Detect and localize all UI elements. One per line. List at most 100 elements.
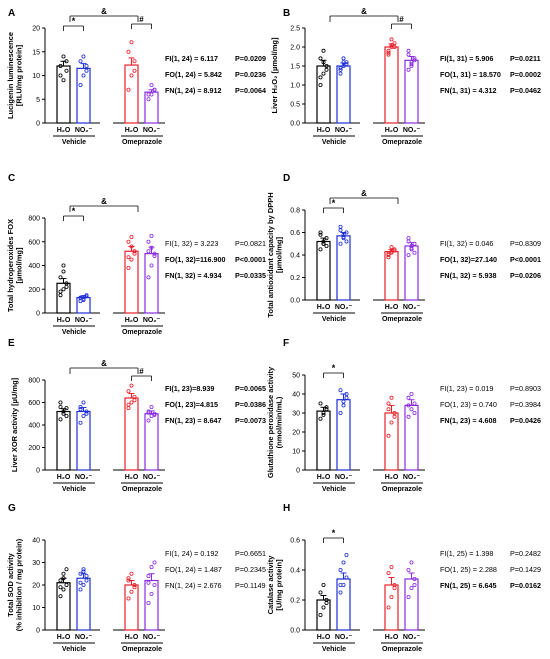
data-point <box>61 287 66 292</box>
group-label: Vehicle <box>322 139 346 146</box>
y-axis-label: Lucigenin luminescence[RLU/mg protein] <box>6 32 24 119</box>
group-label: Vehicle <box>322 486 346 493</box>
data-point <box>81 567 86 572</box>
data-point <box>412 577 417 582</box>
data-point <box>126 406 131 411</box>
data-point <box>126 49 131 54</box>
data-point <box>146 580 151 585</box>
stats-label: FI(1, 23)=8.939 <box>165 384 215 393</box>
data-point <box>344 575 349 580</box>
data-point <box>341 403 346 408</box>
data-point <box>64 284 69 289</box>
data-point <box>341 56 346 61</box>
bar <box>56 582 71 631</box>
data-point <box>149 83 154 88</box>
data-point <box>341 64 346 69</box>
data-point <box>341 232 346 237</box>
data-point <box>78 587 83 592</box>
data-point <box>321 412 326 417</box>
y-axis-label: Total hydroperoxides FOX[µmol/mg] <box>6 219 24 312</box>
data-point <box>318 416 323 421</box>
data-point <box>129 244 134 249</box>
stats-p-value: P=0.0236 <box>235 70 266 79</box>
sig-label: & <box>361 189 367 198</box>
data-point <box>64 567 69 572</box>
data-point <box>392 45 397 50</box>
data-point <box>149 404 154 409</box>
panel-letter: H <box>283 503 290 514</box>
sig-label: # <box>139 15 144 24</box>
data-point <box>406 236 411 241</box>
x-tick-label: NO₂⁻ <box>143 317 161 324</box>
stats-label: FO(1, 23) = 0.740 <box>440 400 497 409</box>
x-tick-label: NO₂⁻ <box>335 634 353 641</box>
data-point <box>84 68 89 73</box>
x-tick-label: NO₂⁻ <box>403 127 421 134</box>
data-point <box>149 565 154 570</box>
data-point <box>406 568 411 573</box>
x-tick-label: H₂O <box>57 634 71 641</box>
x-tick-label: NO₂⁻ <box>403 474 421 481</box>
stats-p-value: P=0.0462 <box>510 86 541 95</box>
group-label: Omeprazole <box>382 486 422 493</box>
data-point <box>321 48 326 53</box>
data-point <box>78 571 83 576</box>
data-point <box>132 68 137 73</box>
data-point <box>341 560 346 565</box>
data-point <box>338 67 343 72</box>
stats-label: FO(1, 24) = 5.842 <box>165 70 222 79</box>
data-point <box>409 407 414 412</box>
data-point <box>129 571 134 576</box>
data-point <box>149 592 154 597</box>
y-tick-label: 1.0 <box>290 83 300 90</box>
stats-label: FN(1, 23) = 4.608 <box>440 416 497 425</box>
y-tick-label: 2.5 <box>290 26 300 33</box>
data-point <box>129 40 134 45</box>
x-tick-label: H₂O <box>385 304 399 311</box>
y-tick-label: 0.2 <box>290 598 300 605</box>
stats-p-value: P<0.0001 <box>510 255 541 264</box>
y-tick-label: 0.4 <box>290 568 300 575</box>
data-point <box>344 62 349 67</box>
y-tick-label: 0.8 <box>290 208 300 215</box>
data-point <box>146 92 151 97</box>
stats-label: FO(1, 32)=27.140 <box>440 255 497 264</box>
data-point <box>389 595 394 600</box>
data-point <box>344 239 349 244</box>
x-tick-label: NO₂⁻ <box>335 304 353 311</box>
bar <box>124 250 139 314</box>
data-point <box>324 67 329 72</box>
data-point <box>318 83 323 88</box>
data-point <box>389 245 394 250</box>
y-tick-label: 0.0 <box>290 628 300 635</box>
data-point <box>412 241 417 246</box>
stats-label: FI(1, 32) = 0.046 <box>440 239 494 248</box>
y-axis-label-line: Total SOD activity <box>6 552 15 616</box>
data-point <box>129 73 134 78</box>
data-point <box>412 250 417 255</box>
data-point <box>389 37 394 42</box>
data-point <box>412 583 417 588</box>
bar <box>384 251 399 301</box>
data-point <box>389 395 394 400</box>
data-point <box>324 236 329 241</box>
data-point <box>406 239 411 244</box>
data-point <box>58 594 63 599</box>
y-tick-label: 0 <box>36 628 40 635</box>
data-point <box>61 411 66 416</box>
data-point <box>409 246 414 251</box>
data-point <box>406 67 411 72</box>
stats-p-value: P=0.2345 <box>235 565 266 574</box>
y-tick-label: 5 <box>36 97 40 104</box>
group-label: Vehicle <box>322 316 346 323</box>
data-point <box>84 409 89 414</box>
data-point <box>409 62 414 67</box>
data-point <box>392 410 397 415</box>
data-point <box>392 41 397 46</box>
data-point <box>146 97 151 102</box>
data-point <box>129 589 134 594</box>
data-point <box>386 48 391 53</box>
group-label: Omeprazole <box>382 139 422 146</box>
data-point <box>338 388 343 393</box>
data-point <box>81 400 86 405</box>
